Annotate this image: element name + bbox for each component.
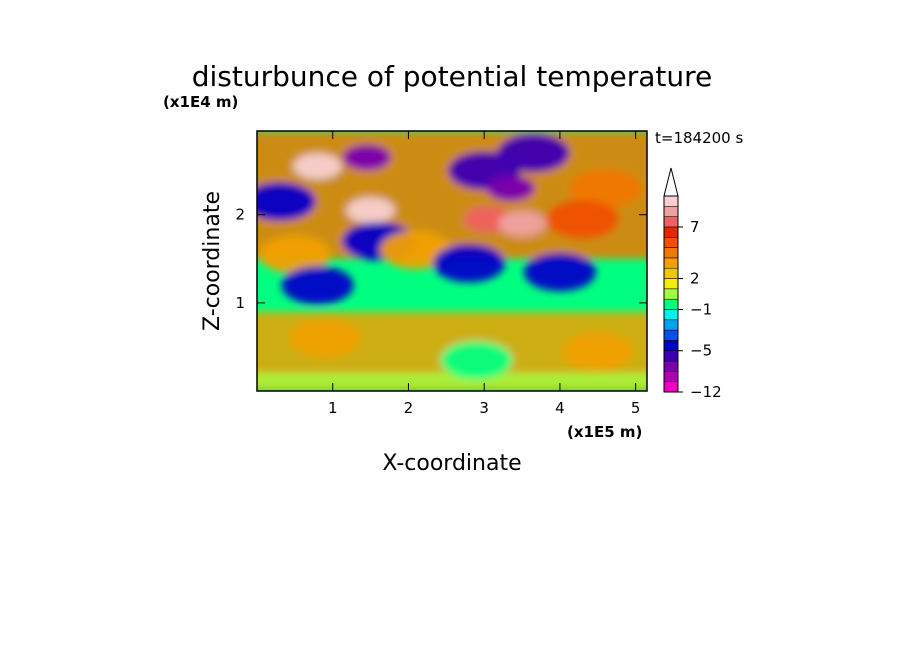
colorbar-tick-label: −1 [690,300,712,318]
colorbar: 7 2 −1 −5 −12 [663,167,722,401]
field-band [257,373,647,387]
colorbar-tick-label: −12 [690,383,722,401]
colorbar-segment [663,340,679,351]
field-feature [258,235,331,274]
colorbar-segment [663,329,679,341]
colorbar-segment [663,257,679,269]
field-feature [293,153,342,180]
field-feature [440,340,513,380]
colorbar-segment [663,195,679,207]
colorbar-segment [663,267,679,279]
field-feature [257,182,316,221]
colorbar-segment [663,381,679,393]
plot-frame [256,130,648,392]
colorbar-segment [663,288,679,300]
y-axis-ticks: 12 [235,206,647,312]
y-tick-label: 1 [235,294,245,312]
field-feature [433,244,506,283]
x-unit-label: (x1E5 m) [567,423,642,441]
colorbar-segment [663,350,679,362]
colorbar-tick-label: −5 [690,342,712,360]
colorbar-segment [663,247,679,259]
y-tick-label: 2 [235,206,245,224]
x-tick-label: 4 [555,399,565,417]
colorbar-extend-arrow [663,167,679,197]
field-feature [281,266,354,305]
field-feature [497,133,570,173]
x-tick-label: 1 [328,399,338,417]
colorbar-segment [663,206,679,217]
colorbar-segment [663,319,679,331]
x-axis-label: X-coordinate [382,451,521,476]
x-tick-label: 2 [404,399,414,417]
field-feature [546,199,619,239]
heatmap-field [257,131,647,391]
field-feature [523,252,596,292]
field-feature [569,169,642,208]
field-feature [498,210,547,237]
colorbar-tick-label: 2 [690,270,700,288]
colorbar-segment [663,360,679,372]
y-unit-label: (x1E4 m) [163,93,238,111]
colorbar-segment [663,226,679,238]
field-feature [342,144,391,171]
y-axis-label: Z-coordinate [200,191,225,331]
field-feature [346,197,395,224]
colorbar-segment [663,216,679,228]
colorbar-segment [663,298,679,310]
colorbar-segment [663,309,679,321]
x-tick-label: 5 [631,399,641,417]
field-feature [486,175,535,202]
field-feature [289,318,362,358]
colorbar-segment [663,237,679,248]
x-tick-label: 3 [479,399,489,417]
colorbar-tick-label: 7 [690,218,700,236]
time-label: t=184200 s [655,129,743,147]
field-feature [561,332,634,371]
x-axis-ticks: 1 2 3 4 5 [328,131,640,417]
colorbar-segment [663,371,679,382]
colorbar-segment [663,278,679,290]
chart-title: disturbunce of potential temperature [192,60,713,93]
